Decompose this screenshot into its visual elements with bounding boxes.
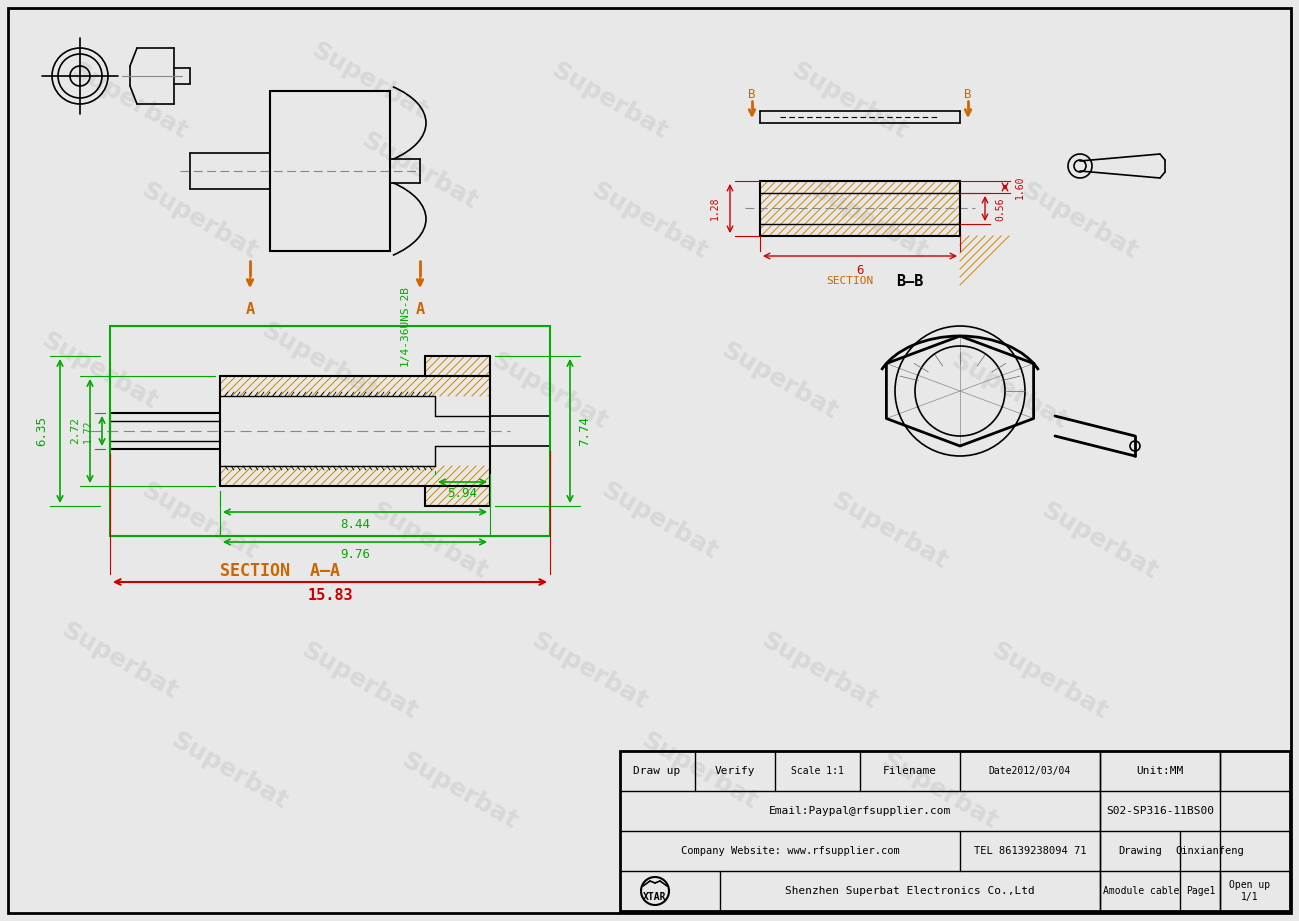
Text: Verify: Verify bbox=[714, 766, 755, 776]
Text: Superbat: Superbat bbox=[357, 128, 482, 214]
Text: A: A bbox=[416, 301, 425, 317]
Bar bbox=[270, 91, 390, 251]
Text: A: A bbox=[246, 301, 255, 317]
Text: Scale 1:1: Scale 1:1 bbox=[791, 766, 843, 776]
Text: Drawing: Drawing bbox=[1118, 846, 1161, 856]
Text: Superbat: Superbat bbox=[638, 729, 763, 814]
Text: 1.60: 1.60 bbox=[1015, 175, 1025, 199]
Bar bbox=[760, 181, 960, 236]
Text: Superbat: Superbat bbox=[787, 58, 912, 144]
Text: Superbat: Superbat bbox=[718, 338, 842, 424]
Text: S02-SP316-11BS00: S02-SP316-11BS00 bbox=[1105, 806, 1215, 816]
Bar bbox=[620, 751, 1290, 911]
Text: SECTION  A—A: SECTION A—A bbox=[220, 562, 340, 580]
Text: Email:Paypal@rfsupplier.com: Email:Paypal@rfsupplier.com bbox=[769, 806, 951, 816]
Text: Company Website: www.rfsupplier.com: Company Website: www.rfsupplier.com bbox=[681, 846, 899, 856]
Text: Superbat: Superbat bbox=[757, 628, 882, 714]
Text: Superbat: Superbat bbox=[948, 348, 1072, 434]
Text: Superbat: Superbat bbox=[38, 328, 162, 414]
Text: Superbat: Superbat bbox=[808, 178, 933, 264]
Bar bbox=[760, 181, 960, 236]
Text: Superbat: Superbat bbox=[1017, 178, 1142, 264]
Text: Open up
1/1: Open up 1/1 bbox=[1229, 880, 1270, 902]
Text: B—B: B—B bbox=[896, 274, 924, 288]
Text: 6: 6 bbox=[856, 264, 864, 277]
Text: Superbat: Superbat bbox=[827, 488, 952, 574]
Text: Superbat: Superbat bbox=[138, 478, 262, 564]
Text: Superbat: Superbat bbox=[138, 178, 262, 264]
Text: 1.28: 1.28 bbox=[711, 196, 720, 220]
Text: Superbat: Superbat bbox=[368, 498, 492, 584]
Text: 6.35: 6.35 bbox=[35, 416, 48, 446]
Text: Superbat: Superbat bbox=[1038, 498, 1163, 584]
Text: TEL 86139238094 71: TEL 86139238094 71 bbox=[974, 846, 1086, 856]
Text: XTAR: XTAR bbox=[643, 892, 666, 902]
Text: Amodule cable: Amodule cable bbox=[1103, 886, 1179, 896]
Text: 2.72: 2.72 bbox=[70, 417, 81, 445]
Text: Superbat: Superbat bbox=[257, 318, 382, 404]
Text: Filename: Filename bbox=[883, 766, 937, 776]
Text: Superbat: Superbat bbox=[297, 638, 422, 724]
Text: B: B bbox=[748, 88, 756, 101]
Text: Unit:MM: Unit:MM bbox=[1137, 766, 1183, 776]
Text: Page1: Page1 bbox=[1186, 886, 1216, 896]
Text: Superbat: Superbat bbox=[598, 478, 722, 564]
Text: Superbat: Superbat bbox=[987, 638, 1112, 724]
Text: Date2012/03/04: Date2012/03/04 bbox=[989, 766, 1072, 776]
Text: Qinxianfeng: Qinxianfeng bbox=[1176, 846, 1244, 856]
Text: Superbat: Superbat bbox=[308, 38, 433, 124]
Text: Superbat: Superbat bbox=[57, 618, 182, 704]
Text: Shenzhen Superbat Electronics Co.,Ltd: Shenzhen Superbat Electronics Co.,Ltd bbox=[785, 886, 1035, 896]
Text: Superbat: Superbat bbox=[587, 178, 712, 264]
Text: 1/4-36UNS-2B: 1/4-36UNS-2B bbox=[400, 286, 410, 367]
Text: 5.94: 5.94 bbox=[447, 487, 478, 500]
Text: 15.83: 15.83 bbox=[307, 589, 353, 603]
Bar bbox=[110, 326, 549, 536]
Text: Superbat: Superbat bbox=[878, 748, 1003, 834]
Text: 1.72: 1.72 bbox=[83, 419, 94, 443]
Text: Superbat: Superbat bbox=[397, 748, 522, 834]
Text: SECTION: SECTION bbox=[826, 276, 874, 286]
Text: 0.56: 0.56 bbox=[995, 197, 1005, 221]
Text: 9.76: 9.76 bbox=[340, 547, 370, 561]
Text: B: B bbox=[964, 88, 972, 101]
Text: Superbat: Superbat bbox=[548, 58, 673, 144]
Text: Superbat: Superbat bbox=[168, 729, 292, 814]
Text: Superbat: Superbat bbox=[527, 628, 652, 714]
Text: Draw up: Draw up bbox=[634, 766, 681, 776]
Text: Superbat: Superbat bbox=[487, 348, 612, 434]
Text: Superbat: Superbat bbox=[68, 58, 192, 144]
Text: 8.44: 8.44 bbox=[340, 518, 370, 530]
Text: 7.74: 7.74 bbox=[578, 416, 591, 446]
